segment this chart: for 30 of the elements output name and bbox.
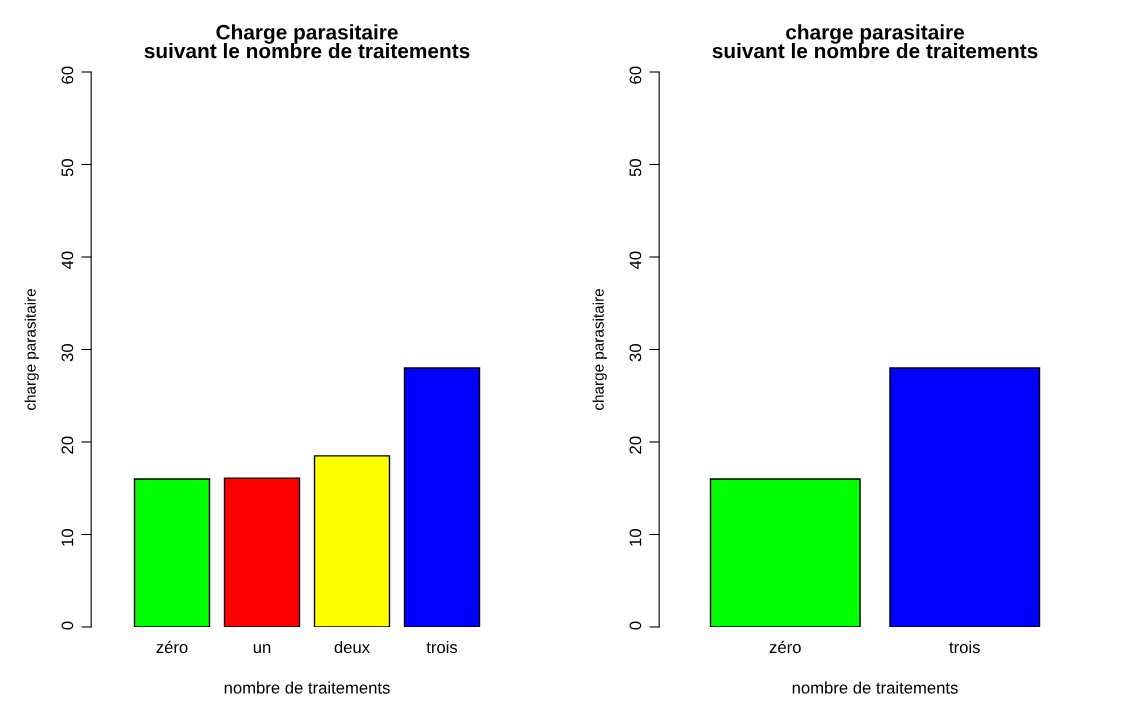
y-tick-label: 10 xyxy=(61,529,74,546)
x-tick-label: deux xyxy=(334,640,370,654)
y-tick-label: 50 xyxy=(629,159,642,177)
y-tick-label: 20 xyxy=(61,436,74,454)
y-tick-label: 60 xyxy=(629,66,642,84)
y-tick-label: 40 xyxy=(61,251,74,270)
chart-title: Charge parasitaire suivant le nombre de traitements xyxy=(144,24,470,59)
x-tick-label: zéro xyxy=(769,640,801,654)
x-tick-label: trois xyxy=(426,640,458,654)
y-tick-label: 30 xyxy=(61,344,74,362)
x-axis-title: nombre de traitements xyxy=(792,681,958,694)
bar xyxy=(403,367,481,627)
x-tick-label: un xyxy=(253,644,271,654)
y-axis-title: charge parasitaire xyxy=(592,289,607,410)
bar xyxy=(133,478,211,627)
bar xyxy=(223,477,301,627)
y-tick-label: 10 xyxy=(629,529,642,546)
chart-title: charge parasitaire suivant le nombre de traitements xyxy=(712,24,1038,59)
y-tick-label: 30 xyxy=(629,344,642,362)
x-tick-label: zéro xyxy=(156,640,188,654)
y-tick-label: 20 xyxy=(629,436,642,454)
y-tick-label: 60 xyxy=(61,66,74,84)
y-tick-label: 40 xyxy=(629,251,642,270)
y-tick-label: 0 xyxy=(629,621,642,630)
x-tick-label: trois xyxy=(949,640,980,654)
y-tick-label: 50 xyxy=(61,159,74,177)
x-axis-title: nombre de traitements xyxy=(224,681,390,694)
bar xyxy=(313,455,391,627)
y-axis-title: charge parasitaire xyxy=(24,289,39,410)
y-tick-label: 0 xyxy=(61,621,74,630)
